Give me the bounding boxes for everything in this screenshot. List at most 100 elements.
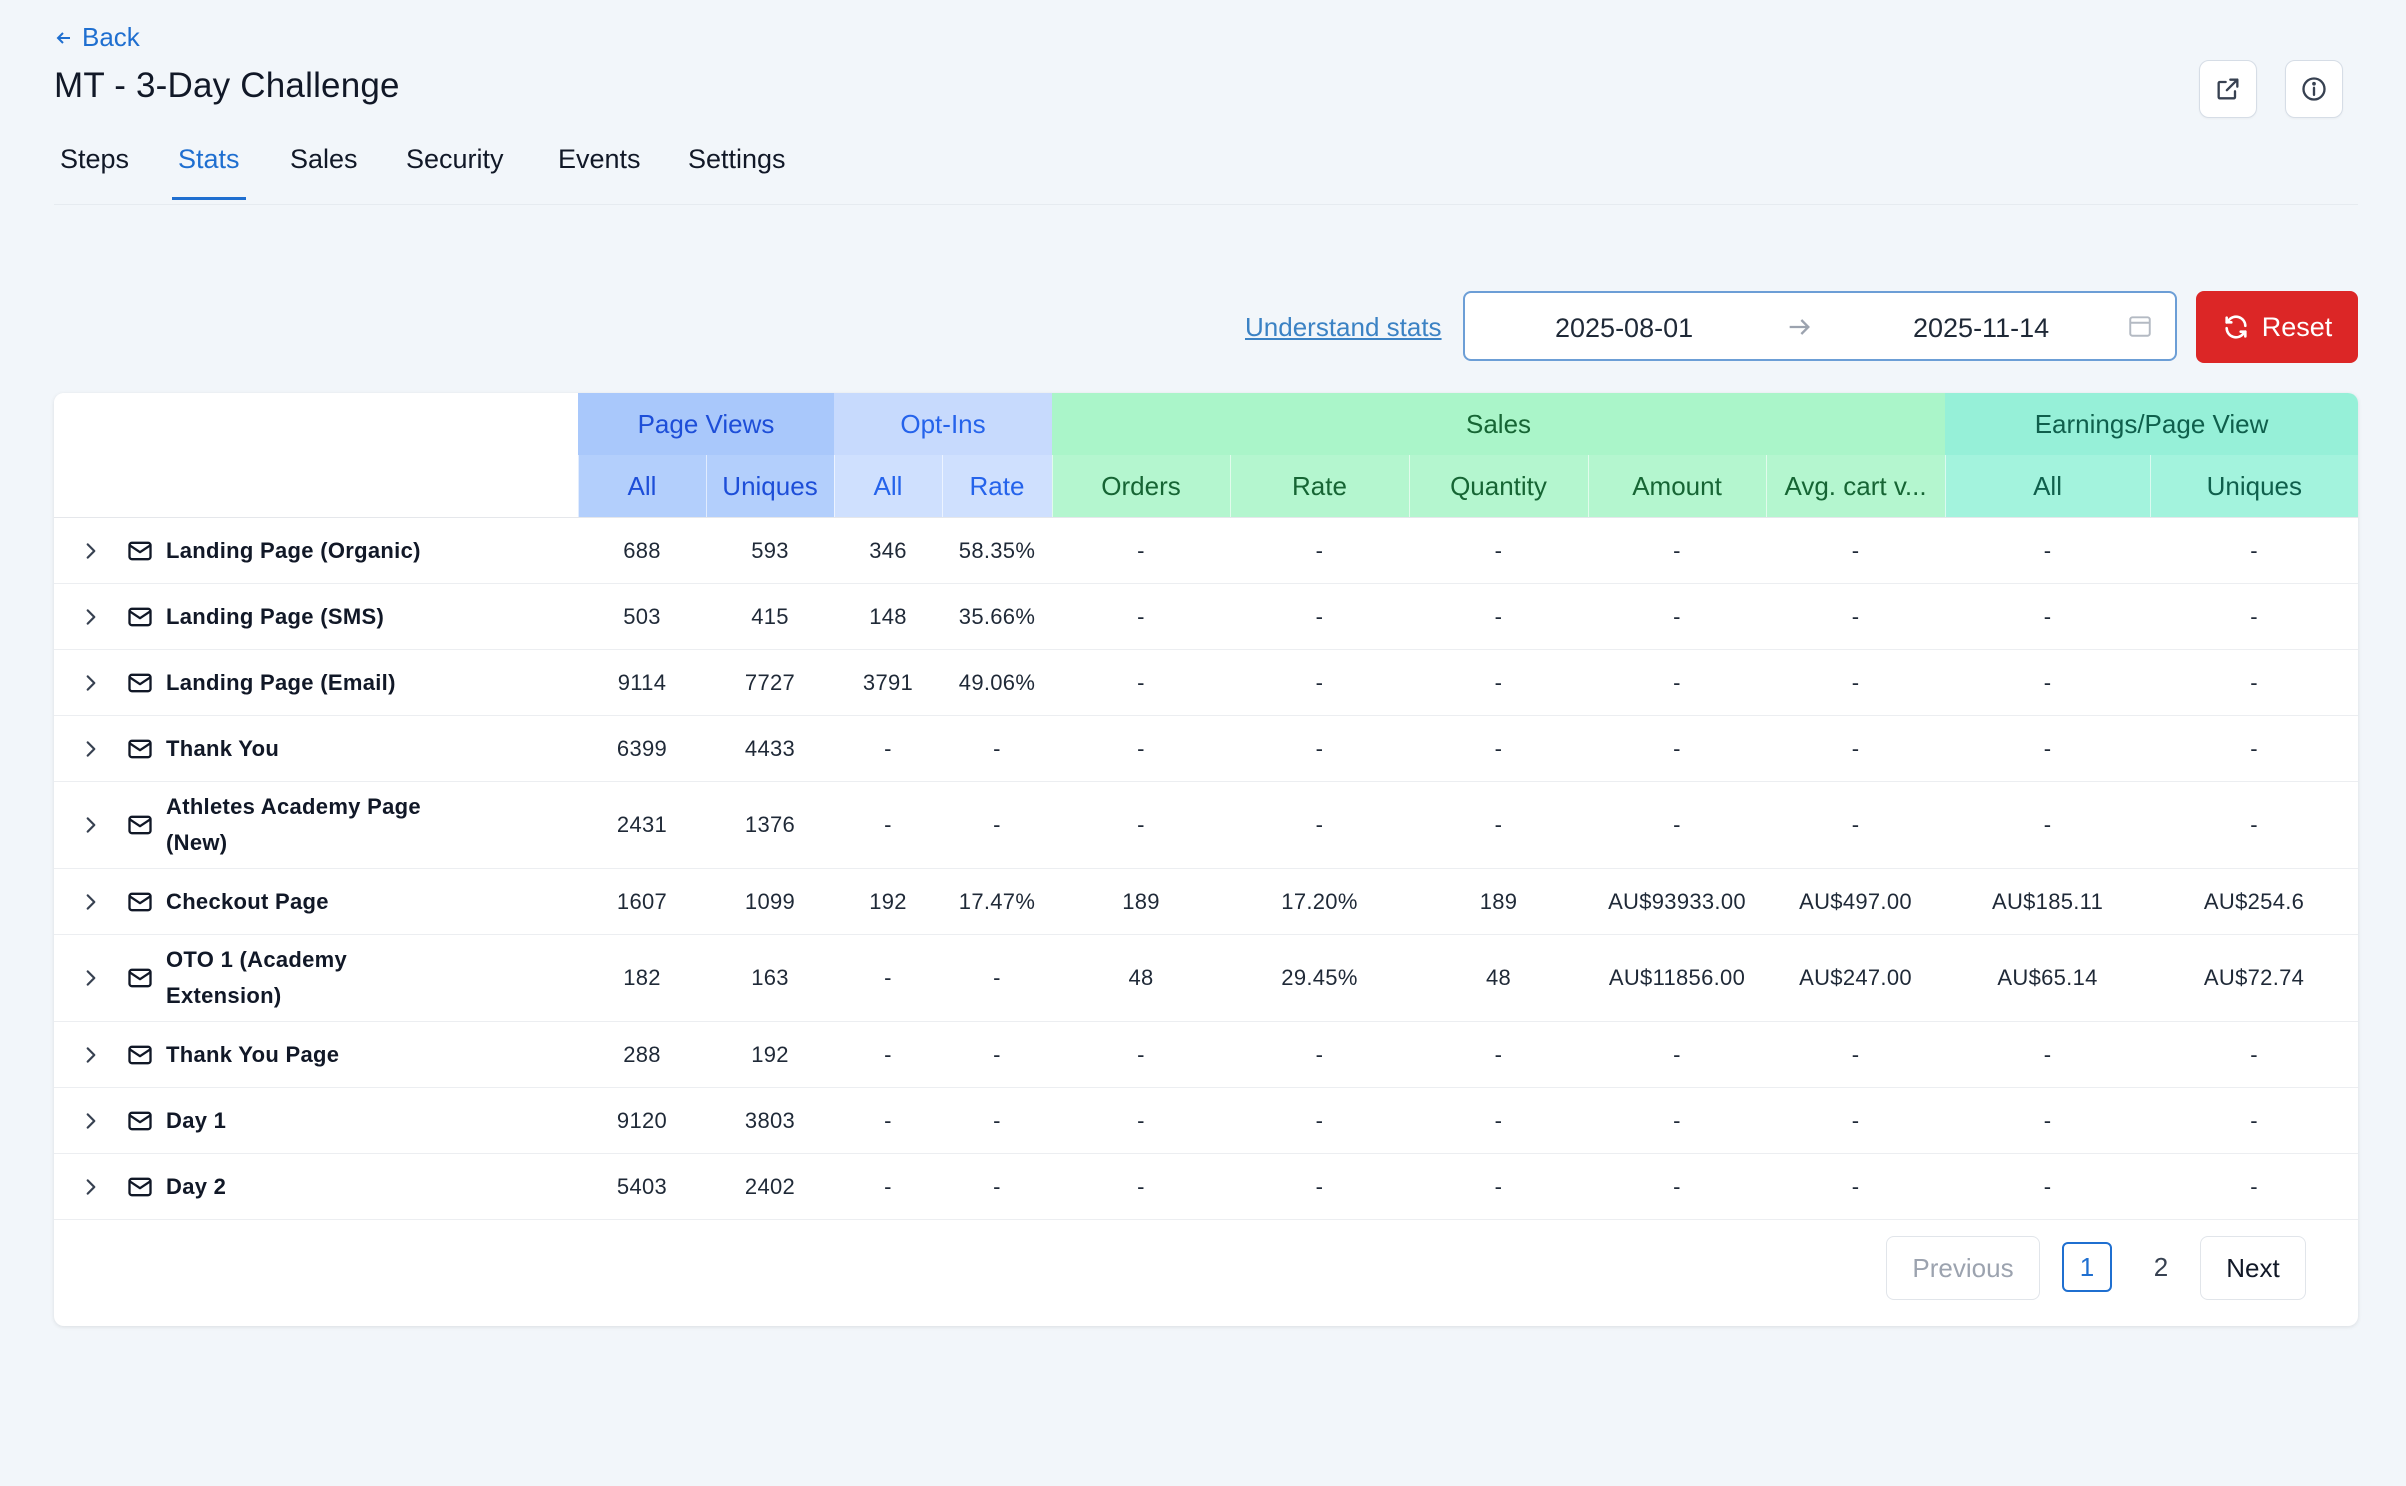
col-oi-all[interactable]: All [833,455,942,518]
tab-steps[interactable]: Steps [60,144,130,174]
cell-avg-cart: - [1766,1087,1946,1154]
cell-amount: - [1588,1021,1766,1088]
chevron-right-icon[interactable] [80,738,102,760]
page-1-button[interactable]: 1 [2062,1242,2112,1292]
col-quantity[interactable]: Quantity [1408,455,1588,518]
cell-ep-uniques: - [2150,781,2358,869]
cell-oi-all: - [834,1153,942,1220]
cell-oi-rate: - [942,1153,1052,1220]
step-name[interactable]: Thank You [166,735,280,761]
tab-events[interactable]: Events [558,144,641,174]
cell-amount: - [1588,649,1766,716]
next-page-button[interactable]: Next [2200,1236,2306,1300]
cell-oi-rate: 17.47% [942,868,1052,935]
external-link-icon [2217,78,2239,100]
step-name-cell: Day 1 [54,1087,578,1154]
chevron-right-icon[interactable] [80,814,102,836]
table-row[interactable]: Landing Page (Email) 9114 7727 3791 49.06% - -… [54,649,2358,716]
back-link[interactable]: Back [54,22,140,53]
open-external-button[interactable] [2199,60,2257,118]
col-amount[interactable]: Amount [1587,455,1766,518]
cell-pv-all: 5403 [578,1153,706,1220]
cell-quantity: - [1409,1021,1588,1088]
cell-avg-cart: - [1766,781,1946,869]
page-2-button[interactable]: 2 [2136,1242,2186,1292]
table-row[interactable]: Landing Page (SMS) 503 415 148 35.66% - - - - - - - [54,583,2358,650]
cell-orders: - [1052,583,1230,650]
step-name[interactable]: Landing Page (SMS) [166,603,385,629]
col-avg-cart[interactable]: Avg. cart v... [1765,455,1946,518]
col-ep-all[interactable]: All [1944,455,2151,518]
cell-quantity: 48 [1409,934,1588,1022]
chevron-right-icon[interactable] [80,606,102,628]
table-row[interactable]: Checkout Page 1607 1099 192 17.47% 189 17.20% 1… [54,868,2358,935]
info-button[interactable] [2285,60,2343,118]
cell-ep-all: - [1945,1087,2151,1154]
cell-ep-all: - [1945,781,2151,869]
table-row[interactable]: Day 2 5403 2402- - - - - - - - - [54,1153,2358,1220]
cell-oi-all: 148 [834,583,942,650]
cell-sales-rate: - [1230,1087,1409,1154]
step-name[interactable]: Checkout Page [166,888,329,914]
reset-button[interactable]: Reset [2196,291,2358,363]
chevron-right-icon[interactable] [80,1110,102,1132]
cell-pv-all: 288 [578,1021,706,1088]
col-sales-rate[interactable]: Rate [1229,455,1409,518]
col-pv-all[interactable]: All [577,455,706,518]
date-range-picker[interactable]: 2025-08-01 2025-11-14 [1463,291,2177,361]
end-date-input[interactable]: 2025-11-14 [1913,313,2050,343]
tab-stats[interactable]: Stats [172,140,246,200]
start-date-input[interactable]: 2025-08-01 [1555,313,1694,343]
col-ep-uniques[interactable]: Uniques [2149,455,2358,518]
col-oi-rate[interactable]: Rate [941,455,1052,518]
previous-page-button[interactable]: Previous [1886,1236,2040,1300]
refresh-icon [2225,315,2247,339]
tab-settings[interactable]: Settings [688,144,786,174]
col-orders[interactable]: Orders [1051,455,1230,518]
chevron-right-icon[interactable] [80,1176,102,1198]
step-name[interactable]: OTO 1 (Academy Extension) [166,947,348,1008]
step-name[interactable]: Day 1 [166,1107,227,1133]
step-name-cell: Landing Page (Email) [54,649,578,716]
step-name[interactable]: Thank You Page [166,1041,340,1067]
chevron-right-icon[interactable] [80,967,102,989]
table-row[interactable]: Athletes Academy Page (New) 2431 1376- - - - -… [54,781,2358,869]
cell-avg-cart: - [1766,583,1946,650]
table-row[interactable]: Landing Page (Organic) 688 593 346 58.35% - - -… [54,517,2358,584]
name-header [54,393,578,455]
understand-stats-link[interactable]: Understand stats [1245,312,1442,342]
cell-pv-all: 1607 [578,868,706,935]
calendar-icon[interactable] [2127,313,2153,339]
cell-oi-all: - [834,1021,942,1088]
table-row[interactable]: OTO 1 (Academy Extension) 182 163- -48 29.45… [54,934,2358,1022]
cell-avg-cart: AU$247.00 [1766,934,1946,1022]
chevron-right-icon[interactable] [80,891,102,913]
chevron-right-icon[interactable] [80,672,102,694]
step-name[interactable]: Landing Page (Organic) [166,537,421,563]
table-row[interactable]: Thank You Page 288 192- - - - - - - - - [54,1021,2358,1088]
chevron-right-icon[interactable] [80,540,102,562]
cell-oi-all: 192 [834,868,942,935]
cell-pv-all: 688 [578,517,706,584]
cell-orders: - [1052,715,1230,782]
step-name[interactable]: Day 2 [166,1173,227,1199]
table-row[interactable]: Day 1 9120 3803- - - - - - - - - [54,1087,2358,1154]
step-name[interactable]: Landing Page (Email) [166,669,396,695]
table-row[interactable]: Thank You 6399 4433- - - - - - - - - [54,715,2358,782]
step-name[interactable]: Athletes Academy Page (New) [166,794,421,855]
cell-amount: - [1588,1153,1766,1220]
cell-amount: AU$11856.00 [1588,934,1766,1022]
cell-ep-all: - [1945,1153,2151,1220]
chevron-right-icon[interactable] [80,1044,102,1066]
step-name-cell: OTO 1 (Academy Extension) [54,934,578,1022]
cell-orders: 189 [1052,868,1230,935]
mail-icon [128,892,152,911]
cell-pv-uniques: 2402 [706,1153,834,1220]
tab-security[interactable]: Security [406,144,504,174]
cell-ep-all: - [1945,649,2151,716]
col-pv-uniques[interactable]: Uniques [705,455,834,518]
cell-ep-uniques: - [2150,1021,2358,1088]
cell-avg-cart: - [1766,1153,1946,1220]
tab-sales[interactable]: Sales [290,144,358,174]
cell-amount: - [1588,583,1766,650]
